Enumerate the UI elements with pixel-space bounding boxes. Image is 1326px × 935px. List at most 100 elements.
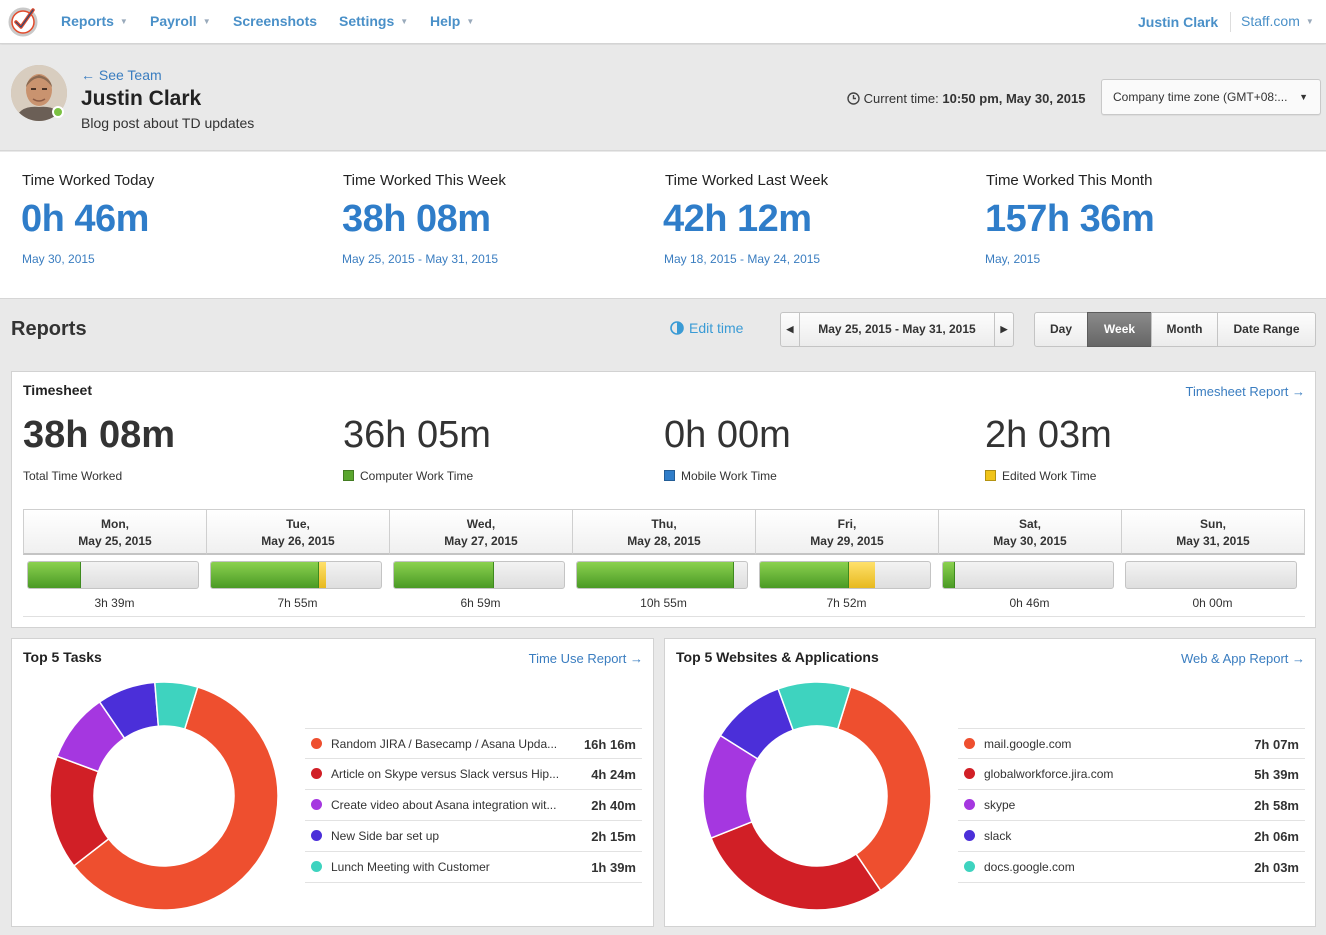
nav-screenshots[interactable]: Screenshots — [233, 13, 318, 29]
donut-slice[interactable] — [836, 686, 932, 892]
stat-last-week-value: 42h 12m — [663, 198, 812, 240]
legend-label: Random JIRA / Basecamp / Asana Upda... — [331, 737, 558, 751]
legend-label: skype — [984, 798, 1016, 812]
period-month-button[interactable]: Month — [1151, 312, 1218, 347]
clock-edit-icon — [670, 321, 684, 335]
day-progress-bar[interactable] — [210, 561, 382, 589]
day-name: Fri, — [837, 517, 857, 531]
day-header: Wed, May 27, 2015 — [389, 509, 573, 555]
reports-toolbar: Reports Edit time ◀ May 25, 2015 - May 3… — [0, 300, 1326, 360]
nav-divider — [1230, 12, 1231, 32]
legend-dot — [964, 768, 975, 779]
legend-item[interactable]: Create video about Asana integration wit… — [305, 790, 642, 821]
day-progress-bar[interactable] — [1125, 561, 1297, 589]
clock-icon — [847, 92, 860, 105]
stat-today-date[interactable]: May 30, 2015 — [22, 252, 95, 266]
timesheet-report-link[interactable]: Timesheet Report → — [1185, 384, 1305, 399]
day-header: Tue, May 26, 2015 — [206, 509, 390, 555]
day-total: 10h 55m — [640, 596, 687, 610]
legend-item[interactable]: Article on Skype versus Slack versus Hip… — [305, 759, 642, 790]
nav-company-menu[interactable]: Staff.com ▼ — [1241, 13, 1314, 29]
see-team-link[interactable]: ← See Team — [81, 67, 162, 83]
profile-header: ← See Team Justin Clark Blog post about … — [0, 45, 1326, 151]
date-range-display[interactable]: May 25, 2015 - May 31, 2015 — [799, 312, 995, 347]
nav-user-name[interactable]: Justin Clark — [1138, 14, 1219, 30]
tasks-donut-chart — [49, 681, 279, 911]
legend-value: 2h 03m — [1254, 860, 1299, 875]
legend-dot — [311, 830, 322, 841]
timesheet-panel: Timesheet Timesheet Report → 38h 08m Tot… — [11, 371, 1316, 628]
chevron-down-icon: ▼ — [202, 17, 211, 26]
app-logo[interactable] — [6, 4, 40, 38]
legend-item[interactable]: skype 2h 58m — [958, 790, 1305, 821]
day-date: May 30, 2015 — [993, 534, 1067, 548]
day-total: 7h 55m — [277, 596, 318, 610]
legend-item[interactable]: docs.google.com 2h 03m — [958, 852, 1305, 883]
legend-item[interactable]: New Side bar set up 2h 15m — [305, 821, 642, 852]
legend-value: 2h 40m — [591, 798, 636, 813]
donut-slice[interactable] — [777, 681, 852, 732]
next-range-button[interactable]: ▶ — [994, 312, 1014, 347]
day-name: Wed, — [466, 517, 496, 531]
stat-last-week-date[interactable]: May 18, 2015 - May 24, 2015 — [664, 252, 821, 266]
legend-label: mail.google.com — [984, 737, 1072, 751]
day-progress-bar[interactable] — [393, 561, 565, 589]
donut-slice[interactable] — [154, 681, 199, 731]
top-nav: Reports ▼ Payroll ▼ Screenshots Settings ▼ … — [0, 0, 1326, 44]
day-progress-bar[interactable] — [942, 561, 1114, 589]
legend-dot — [964, 799, 975, 810]
period-date-range-button[interactable]: Date Range — [1217, 312, 1316, 347]
total-time-label: Total Time Worked — [23, 469, 123, 483]
nav-payroll[interactable]: Payroll ▼ — [150, 13, 211, 29]
legend-value: 4h 24m — [591, 767, 636, 782]
day-name: Sun, — [1200, 517, 1226, 531]
chevron-down-icon: ▼ — [466, 17, 475, 26]
nav-settings[interactable]: Settings ▼ — [339, 13, 409, 29]
legend-item[interactable]: Random JIRA / Basecamp / Asana Upda... 16… — [305, 728, 642, 759]
mobile-time-value: 0h 00m — [664, 414, 791, 456]
computer-time-label: Computer Work Time — [343, 469, 473, 483]
day-total: 0h 00m — [1192, 596, 1233, 610]
day-date: May 26, 2015 — [261, 534, 335, 548]
day-name: Thu, — [651, 517, 677, 531]
stat-month-date[interactable]: May, 2015 — [985, 252, 1041, 266]
donut-slice[interactable] — [710, 820, 882, 911]
donut-slice[interactable] — [72, 686, 279, 911]
day-header: Sat, May 30, 2015 — [938, 509, 1122, 555]
top-websites-title: Top 5 Websites & Applications — [676, 649, 879, 665]
legend-item[interactable]: globalworkforce.jira.com 5h 39m — [958, 759, 1305, 790]
stat-week-date[interactable]: May 25, 2015 - May 31, 2015 — [342, 252, 499, 266]
day-date: May 27, 2015 — [444, 534, 518, 548]
day-progress-bar[interactable] — [27, 561, 199, 589]
day-progress-bar[interactable] — [576, 561, 748, 589]
time-use-report-link[interactable]: Time Use Report → — [528, 651, 643, 666]
caret-left-icon: ◀ — [786, 324, 794, 334]
legend-item[interactable]: slack 2h 06m — [958, 821, 1305, 852]
mobile-time-label: Mobile Work Time — [664, 469, 777, 483]
edited-time-fill — [319, 562, 327, 588]
legend-dot — [311, 738, 322, 749]
legend-value: 7h 07m — [1254, 737, 1299, 752]
period-week-button[interactable]: Week — [1087, 312, 1152, 347]
legend-item[interactable]: Lunch Meeting with Customer 1h 39m — [305, 852, 642, 883]
legend-label: slack — [984, 829, 1012, 843]
web-app-report-link[interactable]: Web & App Report → — [1180, 651, 1305, 666]
period-day-button[interactable]: Day — [1034, 312, 1088, 347]
edit-time-link[interactable]: Edit time — [670, 320, 743, 336]
day-header: Thu, May 28, 2015 — [572, 509, 756, 555]
current-time: Current time: 10:50 pm, May 30, 2015 — [847, 91, 1085, 106]
reports-title: Reports — [11, 318, 87, 340]
top-tasks-title: Top 5 Tasks — [23, 649, 102, 665]
day-progress-bar[interactable] — [759, 561, 931, 589]
computer-legend-swatch — [343, 470, 354, 481]
current-time-label: Current time: — [863, 91, 939, 106]
nav-help[interactable]: Help ▼ — [430, 13, 475, 29]
chevron-down-icon: ▼ — [119, 17, 128, 26]
timezone-select[interactable]: Company time zone (GMT+08:... ▼ — [1101, 79, 1321, 115]
legend-dot — [964, 830, 975, 841]
nav-reports[interactable]: Reports ▼ — [61, 13, 128, 29]
legend-item[interactable]: mail.google.com 7h 07m — [958, 728, 1305, 759]
legend-dot — [964, 738, 975, 749]
day-header: Mon, May 25, 2015 — [23, 509, 207, 555]
prev-range-button[interactable]: ◀ — [780, 312, 800, 347]
